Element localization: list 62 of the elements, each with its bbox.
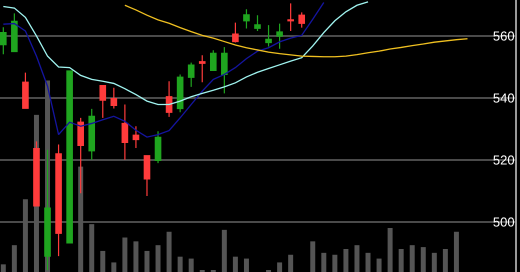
candlestick [188, 62, 194, 88]
bar [343, 249, 348, 272]
candlestick [110, 87, 118, 110]
bar [144, 250, 150, 272]
bar [442, 249, 448, 272]
candlestick [210, 50, 217, 71]
candlestick [88, 108, 96, 160]
candlestick [144, 155, 150, 197]
bar [310, 241, 316, 272]
bar [244, 258, 249, 272]
candlestick [166, 80, 172, 118]
bar [388, 228, 393, 272]
bar [166, 232, 172, 272]
candlestick [132, 126, 140, 149]
bar [420, 247, 426, 272]
bar [432, 252, 437, 272]
candlestick [243, 8, 250, 30]
bar [111, 262, 116, 272]
candlestick [287, 2, 294, 32]
candlestick [11, 12, 18, 52]
line-series [2, 2, 324, 138]
bar [188, 258, 194, 272]
bar [12, 245, 17, 272]
bar [232, 256, 238, 272]
line-series [124, 4, 468, 58]
candlestick [22, 72, 29, 109]
candlestick [254, 14, 261, 32]
y-tick-label: 560 [492, 28, 515, 44]
candlestick [198, 54, 206, 83]
bar [288, 254, 294, 272]
bar [122, 238, 128, 272]
y-tick-label: 500 [492, 214, 515, 230]
bar [332, 254, 338, 272]
bar [178, 256, 183, 272]
candlestick [122, 104, 128, 160]
bar [376, 258, 382, 272]
candlestick [99, 85, 106, 118]
candlestick [55, 144, 62, 257]
bar [454, 232, 459, 272]
bar [354, 245, 360, 272]
bar [398, 249, 404, 272]
y-tick-label: 540 [492, 90, 515, 106]
candlestick [154, 130, 162, 164]
bar [366, 252, 370, 272]
bar [0, 264, 6, 272]
candlestick [66, 70, 73, 244]
line-series [2, 1, 369, 106]
bar [222, 230, 227, 272]
bar [133, 241, 138, 272]
candlestick [298, 12, 306, 28]
candlestick [265, 24, 272, 48]
candlestick [276, 22, 283, 50]
y-tick-label: 520 [492, 152, 515, 168]
bar [100, 250, 106, 272]
bar [410, 245, 415, 272]
bar [156, 245, 161, 272]
candlestick [221, 46, 228, 94]
candlestick [0, 26, 7, 55]
bar [277, 262, 282, 272]
candlestick [176, 74, 184, 113]
bar [321, 252, 326, 272]
candlestick [232, 22, 239, 44]
